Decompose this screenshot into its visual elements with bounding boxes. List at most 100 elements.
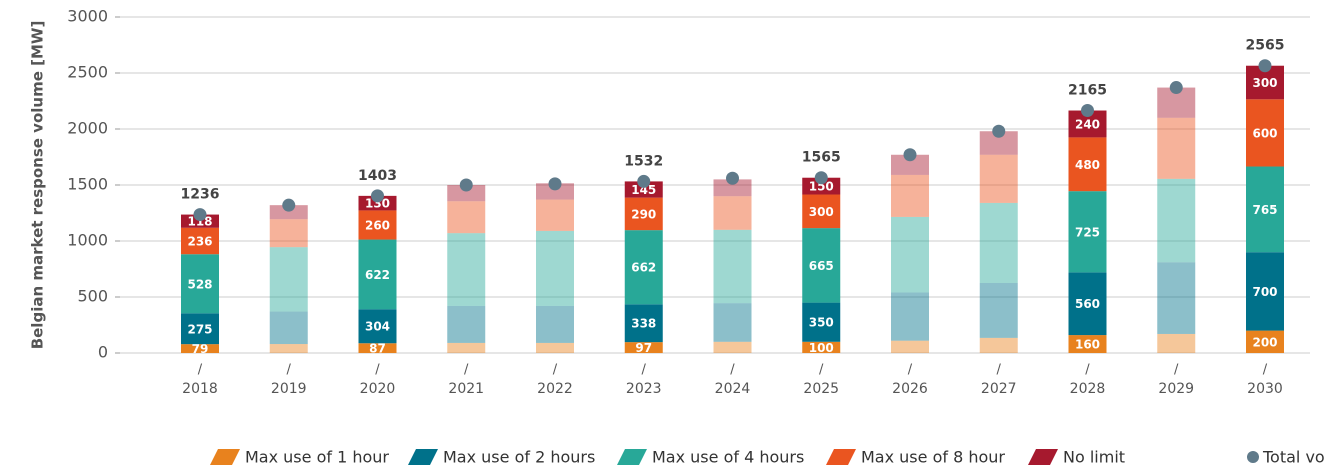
data-label: 260	[365, 218, 390, 232]
bar-segment	[181, 254, 219, 314]
x-tick-mark: /	[1174, 363, 1179, 378]
total-dot	[193, 208, 207, 222]
bar-segment	[624, 342, 663, 353]
total-dot	[903, 148, 917, 162]
data-label: 560	[1075, 297, 1100, 311]
x-tick-mark: /	[1085, 363, 1090, 378]
x-tick-mark: /	[464, 363, 469, 378]
bar-segment	[358, 343, 397, 353]
bar-segment	[713, 303, 752, 342]
x-tick-label: 2019	[271, 381, 307, 397]
bar-segment	[979, 337, 1018, 353]
x-tick-label: 2024	[715, 381, 751, 397]
data-label: 300	[1252, 76, 1277, 90]
bar-segment	[447, 342, 486, 353]
total-dot	[992, 124, 1006, 138]
bar-segment	[1157, 333, 1196, 353]
bar-segment	[181, 344, 219, 353]
data-label: 622	[365, 268, 390, 282]
bar-segment	[358, 195, 397, 211]
bar-segment	[181, 227, 219, 255]
bar-segment	[536, 305, 574, 343]
data-label: 300	[809, 205, 834, 219]
legend-label: Total volume	[1262, 448, 1326, 467]
y-axis-label: Belgian market response volume [MW]	[29, 21, 47, 350]
x-tick-label: 2029	[1158, 381, 1194, 397]
bar-segment	[802, 194, 841, 229]
total-dot	[814, 171, 828, 185]
bar-segment	[802, 177, 841, 195]
total-dot	[282, 198, 296, 212]
bar-segment	[447, 233, 486, 306]
bar-segment	[447, 201, 486, 234]
bar-segment	[536, 230, 574, 306]
bar-segment	[1246, 99, 1284, 167]
total-label: 1565	[802, 150, 841, 166]
bar-segment	[1068, 335, 1107, 353]
x-tick-mark: /	[730, 363, 735, 378]
x-tick-label: 2027	[981, 381, 1017, 397]
total-label: 1532	[624, 153, 663, 169]
total-label: 2165	[1068, 83, 1107, 99]
x-tick-mark: /	[908, 363, 913, 378]
data-label: 100	[809, 341, 834, 355]
bar-segment	[358, 239, 397, 310]
bar-segment	[624, 181, 663, 198]
data-label: 665	[809, 259, 834, 273]
bar-segment	[181, 313, 219, 345]
bar-segment	[1246, 252, 1284, 331]
bar-segment	[1157, 117, 1196, 179]
x-tick-label: 2018	[182, 381, 218, 397]
bar-segment	[358, 210, 397, 240]
legend-label: Max use of 2 hours	[443, 448, 595, 467]
data-label: 145	[631, 183, 656, 197]
y-tick-label: 500	[77, 287, 108, 306]
y-tick-label: 1500	[67, 175, 108, 194]
legend-label: Max use of 1 hour	[245, 448, 389, 467]
x-tick-mark: /	[553, 363, 558, 378]
bar-segment	[1157, 178, 1196, 263]
y-tick-label: 0	[98, 343, 108, 362]
x-tick-label: 2020	[360, 381, 396, 397]
bar-segment	[1068, 191, 1107, 273]
data-label: 200	[1252, 335, 1277, 349]
y-tick-label: 1000	[67, 231, 108, 250]
data-label: 118	[187, 215, 212, 229]
bar-segment	[536, 342, 574, 353]
bar-segment	[979, 283, 1018, 338]
legend-label: Max use of 4 hours	[652, 448, 804, 467]
x-tick-label: 2028	[1070, 381, 1106, 397]
bar-segment	[713, 196, 752, 230]
data-label: 700	[1252, 285, 1277, 299]
data-label: 600	[1252, 126, 1277, 140]
bar-segment	[269, 344, 308, 353]
bar-segment	[1068, 272, 1107, 336]
data-label: 725	[1075, 225, 1100, 239]
bar-segment	[802, 228, 841, 303]
data-label: 480	[1075, 158, 1100, 172]
x-tick-label: 2022	[537, 381, 573, 397]
bar-segment	[802, 302, 841, 342]
legend-label: Max use of 8 hour	[861, 448, 1005, 467]
data-label: 662	[631, 261, 656, 275]
legend-swatch	[617, 449, 647, 465]
y-tick-label: 3000	[67, 7, 108, 26]
bar-segment	[1157, 262, 1196, 334]
data-label: 765	[1252, 203, 1277, 217]
bar-segment	[269, 205, 308, 220]
x-tick-label: 2025	[803, 381, 839, 397]
bar-segment	[447, 185, 486, 202]
bar-segment	[891, 216, 929, 293]
y-tick-label: 2500	[67, 63, 108, 82]
x-tick-mark: /	[198, 363, 203, 378]
total-label: 2565	[1246, 38, 1285, 54]
bar-segment	[891, 154, 929, 175]
bar-segment	[269, 247, 308, 312]
bar-segment	[891, 340, 929, 353]
bar-segment	[713, 179, 752, 197]
bar-segment	[713, 341, 752, 353]
bar-segment	[1068, 137, 1107, 192]
data-label: 236	[187, 235, 212, 249]
x-tick-mark: /	[287, 363, 292, 378]
legend-dot	[1247, 451, 1259, 463]
